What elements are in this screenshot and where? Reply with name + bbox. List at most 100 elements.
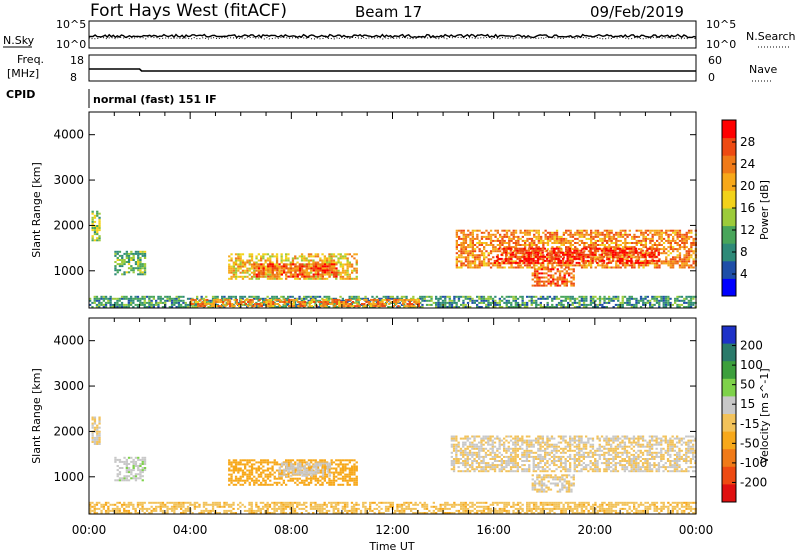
echo-cell bbox=[450, 299, 454, 302]
echo-cell bbox=[114, 267, 117, 270]
echo-cell bbox=[240, 303, 243, 305]
echo-cell bbox=[687, 260, 691, 263]
echo-cell bbox=[291, 463, 295, 466]
echo-cell bbox=[560, 299, 563, 302]
echo-cell bbox=[255, 477, 258, 480]
echo-cell bbox=[462, 250, 465, 253]
echo-cell bbox=[562, 242, 565, 244]
echo-cell bbox=[544, 229, 547, 232]
echo-cell bbox=[521, 231, 524, 234]
echo-cell bbox=[614, 251, 617, 254]
echo-cell bbox=[294, 275, 297, 278]
echo-cell bbox=[612, 297, 615, 300]
echo-cell bbox=[137, 465, 140, 467]
echo-cell bbox=[271, 253, 274, 256]
echo-cell bbox=[615, 244, 618, 246]
echo-cell bbox=[102, 303, 105, 306]
echo-cell bbox=[482, 439, 485, 442]
echo-cell bbox=[482, 443, 485, 446]
echo-cell bbox=[139, 301, 142, 304]
echo-cell bbox=[102, 299, 105, 302]
echo-cell bbox=[244, 459, 247, 462]
echo-cell bbox=[332, 297, 335, 300]
echo-cell bbox=[457, 441, 460, 444]
echo-cell bbox=[653, 303, 656, 306]
echo-cell bbox=[478, 470, 481, 473]
echo-cell bbox=[523, 303, 527, 306]
echo-cell bbox=[230, 295, 233, 298]
echo-cell bbox=[644, 235, 647, 238]
echo-cell bbox=[260, 475, 263, 478]
echo-cell bbox=[528, 231, 531, 234]
echo-cell bbox=[333, 263, 336, 266]
echo-cell bbox=[501, 306, 504, 308]
echo-cell bbox=[512, 260, 515, 263]
echo-cell bbox=[551, 297, 554, 300]
echo-cell bbox=[653, 247, 656, 250]
echo-cell bbox=[468, 449, 472, 452]
echo-cell bbox=[280, 267, 283, 270]
echo-cell bbox=[316, 467, 320, 470]
echo-cell bbox=[651, 262, 654, 265]
echo-cell bbox=[262, 461, 265, 464]
echo-cell bbox=[274, 298, 277, 301]
echo-cell bbox=[594, 244, 597, 246]
echo-cell bbox=[284, 306, 288, 308]
echo-cell bbox=[253, 303, 257, 305]
echo-cell bbox=[283, 303, 286, 305]
echo-cell bbox=[335, 471, 338, 474]
echo-cell bbox=[574, 237, 577, 240]
echo-cell bbox=[530, 259, 533, 262]
echo-cell bbox=[116, 475, 119, 478]
echo-cell bbox=[487, 262, 490, 265]
echo-cell bbox=[241, 253, 245, 256]
echo-cell bbox=[264, 261, 267, 264]
echo-cell bbox=[285, 483, 288, 486]
echo-cell bbox=[130, 295, 133, 298]
echo-cell bbox=[125, 469, 128, 472]
echo-cell bbox=[164, 299, 167, 302]
echo-cell bbox=[127, 467, 131, 469]
echo-cell bbox=[246, 459, 249, 462]
echo-cell bbox=[519, 252, 522, 255]
echo-cell bbox=[580, 258, 584, 261]
echo-cell bbox=[518, 261, 521, 264]
echo-cell bbox=[533, 280, 537, 283]
echo-cell bbox=[280, 277, 283, 280]
echo-cell bbox=[206, 298, 209, 301]
echo-cell bbox=[606, 252, 609, 255]
echo-cell bbox=[244, 465, 247, 468]
echo-cell bbox=[312, 255, 315, 258]
freq-frame bbox=[88, 54, 697, 82]
echo-cell bbox=[114, 261, 117, 263]
echo-cell bbox=[583, 235, 586, 238]
echo-cell bbox=[651, 303, 654, 306]
echo-cell bbox=[514, 253, 517, 256]
echo-cell bbox=[125, 303, 128, 306]
echo-cell bbox=[164, 301, 167, 304]
echo-cell bbox=[568, 251, 572, 254]
echo-cell bbox=[310, 465, 313, 468]
echo-cell bbox=[582, 257, 585, 260]
echo-cell bbox=[498, 261, 501, 264]
echo-cell bbox=[665, 248, 668, 251]
echo-cell bbox=[342, 305, 345, 308]
echo-cell bbox=[462, 237, 465, 240]
echo-cell bbox=[469, 306, 472, 308]
echo-cell bbox=[544, 233, 547, 236]
echo-cell bbox=[676, 262, 679, 265]
echo-cell bbox=[530, 244, 534, 246]
echo-cell bbox=[596, 233, 600, 236]
echo-cell bbox=[312, 463, 315, 466]
echo-cell bbox=[593, 251, 597, 254]
echo-cell bbox=[484, 437, 488, 440]
echo-cell bbox=[499, 244, 502, 246]
echo-cell bbox=[644, 239, 647, 242]
echo-cell bbox=[338, 303, 341, 305]
echo-cell bbox=[260, 471, 263, 474]
echo-cell bbox=[678, 303, 681, 306]
echo-cell bbox=[280, 473, 283, 476]
echo-cell bbox=[330, 479, 333, 482]
echo-cell bbox=[275, 297, 278, 300]
echo-cell bbox=[685, 295, 688, 298]
